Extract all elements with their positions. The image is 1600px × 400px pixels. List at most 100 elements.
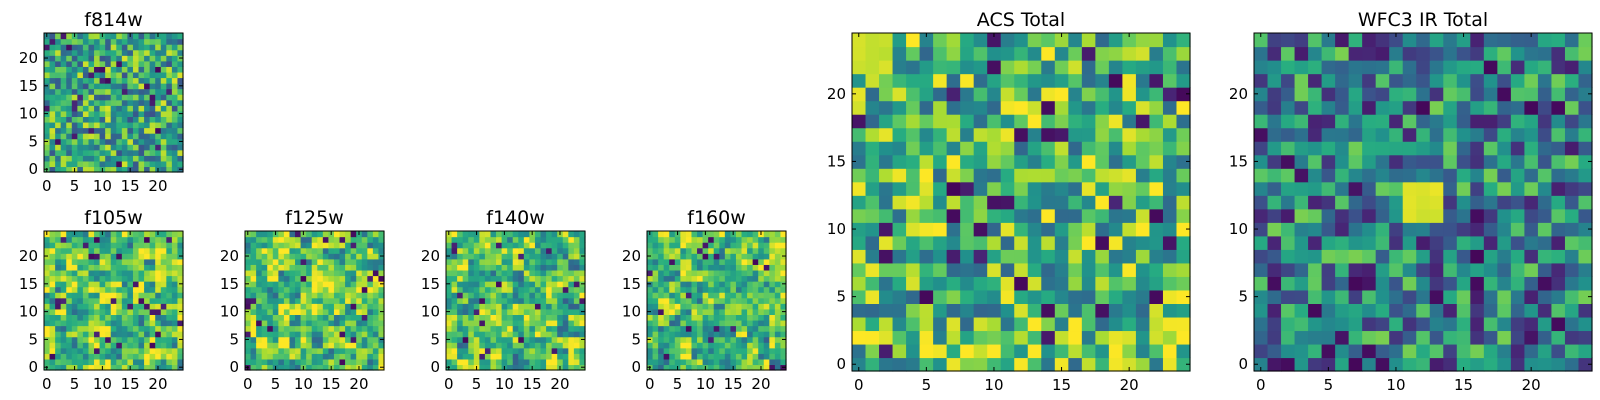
heatmap-cell — [177, 33, 184, 40]
heatmap-cell — [1443, 127, 1458, 142]
y-tick-label: 10 — [19, 105, 38, 123]
heatmap-cell — [311, 347, 318, 354]
heatmap-cell — [289, 331, 296, 338]
heatmap-cell — [1456, 181, 1471, 196]
heatmap-cell — [523, 231, 530, 238]
heatmap-cell — [1443, 262, 1458, 277]
heatmap-cell — [132, 155, 140, 162]
heatmap-cell — [66, 247, 73, 254]
heatmap-cell — [946, 100, 961, 115]
heatmap-cell — [973, 249, 988, 264]
heatmap-cell — [1041, 249, 1056, 264]
heatmap-cell — [780, 292, 787, 299]
heatmap-cell — [562, 358, 569, 366]
heatmap-cell — [55, 83, 62, 90]
heatmap-cell — [573, 275, 581, 282]
y-tick-label: 10 — [19, 303, 38, 321]
heatmap-cell — [88, 314, 95, 321]
heatmap-cell — [66, 292, 73, 299]
heatmap-cell — [774, 281, 782, 288]
heatmap-cell — [166, 281, 173, 288]
heatmap-cell — [110, 281, 117, 288]
heatmap-cell — [518, 264, 525, 271]
heatmap-cell — [300, 342, 307, 349]
heatmap-cell — [457, 325, 464, 332]
heatmap-cell — [1054, 208, 1069, 223]
heatmap-cell — [892, 276, 907, 291]
heatmap-cell — [758, 236, 765, 243]
heatmap-cell — [1095, 303, 1110, 318]
heatmap-cell — [138, 286, 145, 293]
heatmap-cell — [523, 269, 530, 277]
heatmap-cell — [1162, 33, 1178, 48]
heatmap-cell — [1551, 60, 1566, 75]
heatmap-cell — [479, 292, 486, 299]
heatmap-cell — [529, 253, 536, 260]
heatmap-cell — [512, 319, 519, 327]
heatmap-cell — [105, 358, 112, 366]
heatmap-cell — [892, 357, 907, 372]
heatmap-cell — [66, 66, 73, 73]
heatmap-cell — [741, 247, 748, 254]
heatmap-cell — [1389, 60, 1404, 75]
heatmap-cell — [446, 314, 453, 321]
heatmap-cell — [250, 269, 257, 277]
heatmap-cell — [685, 269, 693, 277]
heatmap-cell — [579, 297, 586, 304]
heatmap-cell — [171, 44, 179, 51]
heatmap-cell — [82, 77, 90, 84]
heatmap-cell — [468, 247, 475, 254]
heatmap-cell — [933, 181, 948, 196]
heatmap-cell — [144, 94, 151, 101]
heatmap-cell — [345, 342, 352, 349]
heatmap-cell — [55, 55, 62, 62]
heatmap-cell — [468, 342, 475, 349]
heatmap-cell — [132, 236, 140, 243]
heatmap-cell — [674, 286, 681, 293]
heatmap-cell — [1510, 100, 1525, 115]
heatmap-cell — [1095, 127, 1110, 142]
heatmap-cell — [166, 358, 173, 366]
heatmap-cell — [735, 314, 743, 321]
heatmap-cell — [356, 336, 363, 343]
heatmap-cell — [121, 99, 128, 106]
heatmap-cell — [529, 342, 536, 349]
heatmap-cell — [261, 297, 268, 304]
heatmap-cell — [551, 364, 558, 371]
heatmap-cell — [451, 303, 458, 310]
heatmap-cell — [669, 247, 676, 254]
heatmap-cell — [960, 303, 975, 318]
heatmap-cell — [724, 247, 731, 254]
heatmap-cell — [250, 258, 257, 265]
heatmap-cell — [529, 325, 536, 332]
heatmap-cell — [345, 331, 352, 338]
heatmap-cell — [518, 319, 525, 327]
heatmap-cell — [496, 308, 503, 315]
heatmap-cell — [1014, 235, 1029, 250]
heatmap-cell — [579, 342, 586, 349]
heatmap-cell — [60, 336, 67, 343]
heatmap-cell — [1348, 357, 1363, 372]
heatmap-cell — [473, 331, 480, 338]
y-tick-label: 10 — [622, 303, 641, 321]
heatmap-cell — [719, 314, 726, 321]
heatmap-cell — [1429, 87, 1444, 102]
heatmap-cell — [350, 358, 357, 366]
heatmap-cell — [1068, 316, 1083, 332]
heatmap-cell — [121, 110, 128, 117]
heatmap-cell — [652, 303, 659, 310]
heatmap-cell — [60, 49, 67, 56]
heatmap-cell — [1108, 289, 1123, 304]
heatmap-cell — [333, 308, 341, 315]
heatmap-cell — [367, 331, 374, 338]
heatmap-cell — [82, 347, 90, 354]
heatmap-cell — [724, 242, 731, 249]
heatmap-cell — [345, 236, 352, 243]
heatmap-cell — [361, 364, 368, 371]
heatmap-cell — [906, 208, 921, 223]
heatmap-cell — [127, 347, 134, 354]
heatmap-cell — [663, 331, 670, 338]
heatmap-cell — [166, 77, 173, 84]
heatmap-cell — [512, 286, 519, 293]
heatmap-cell — [457, 258, 464, 265]
